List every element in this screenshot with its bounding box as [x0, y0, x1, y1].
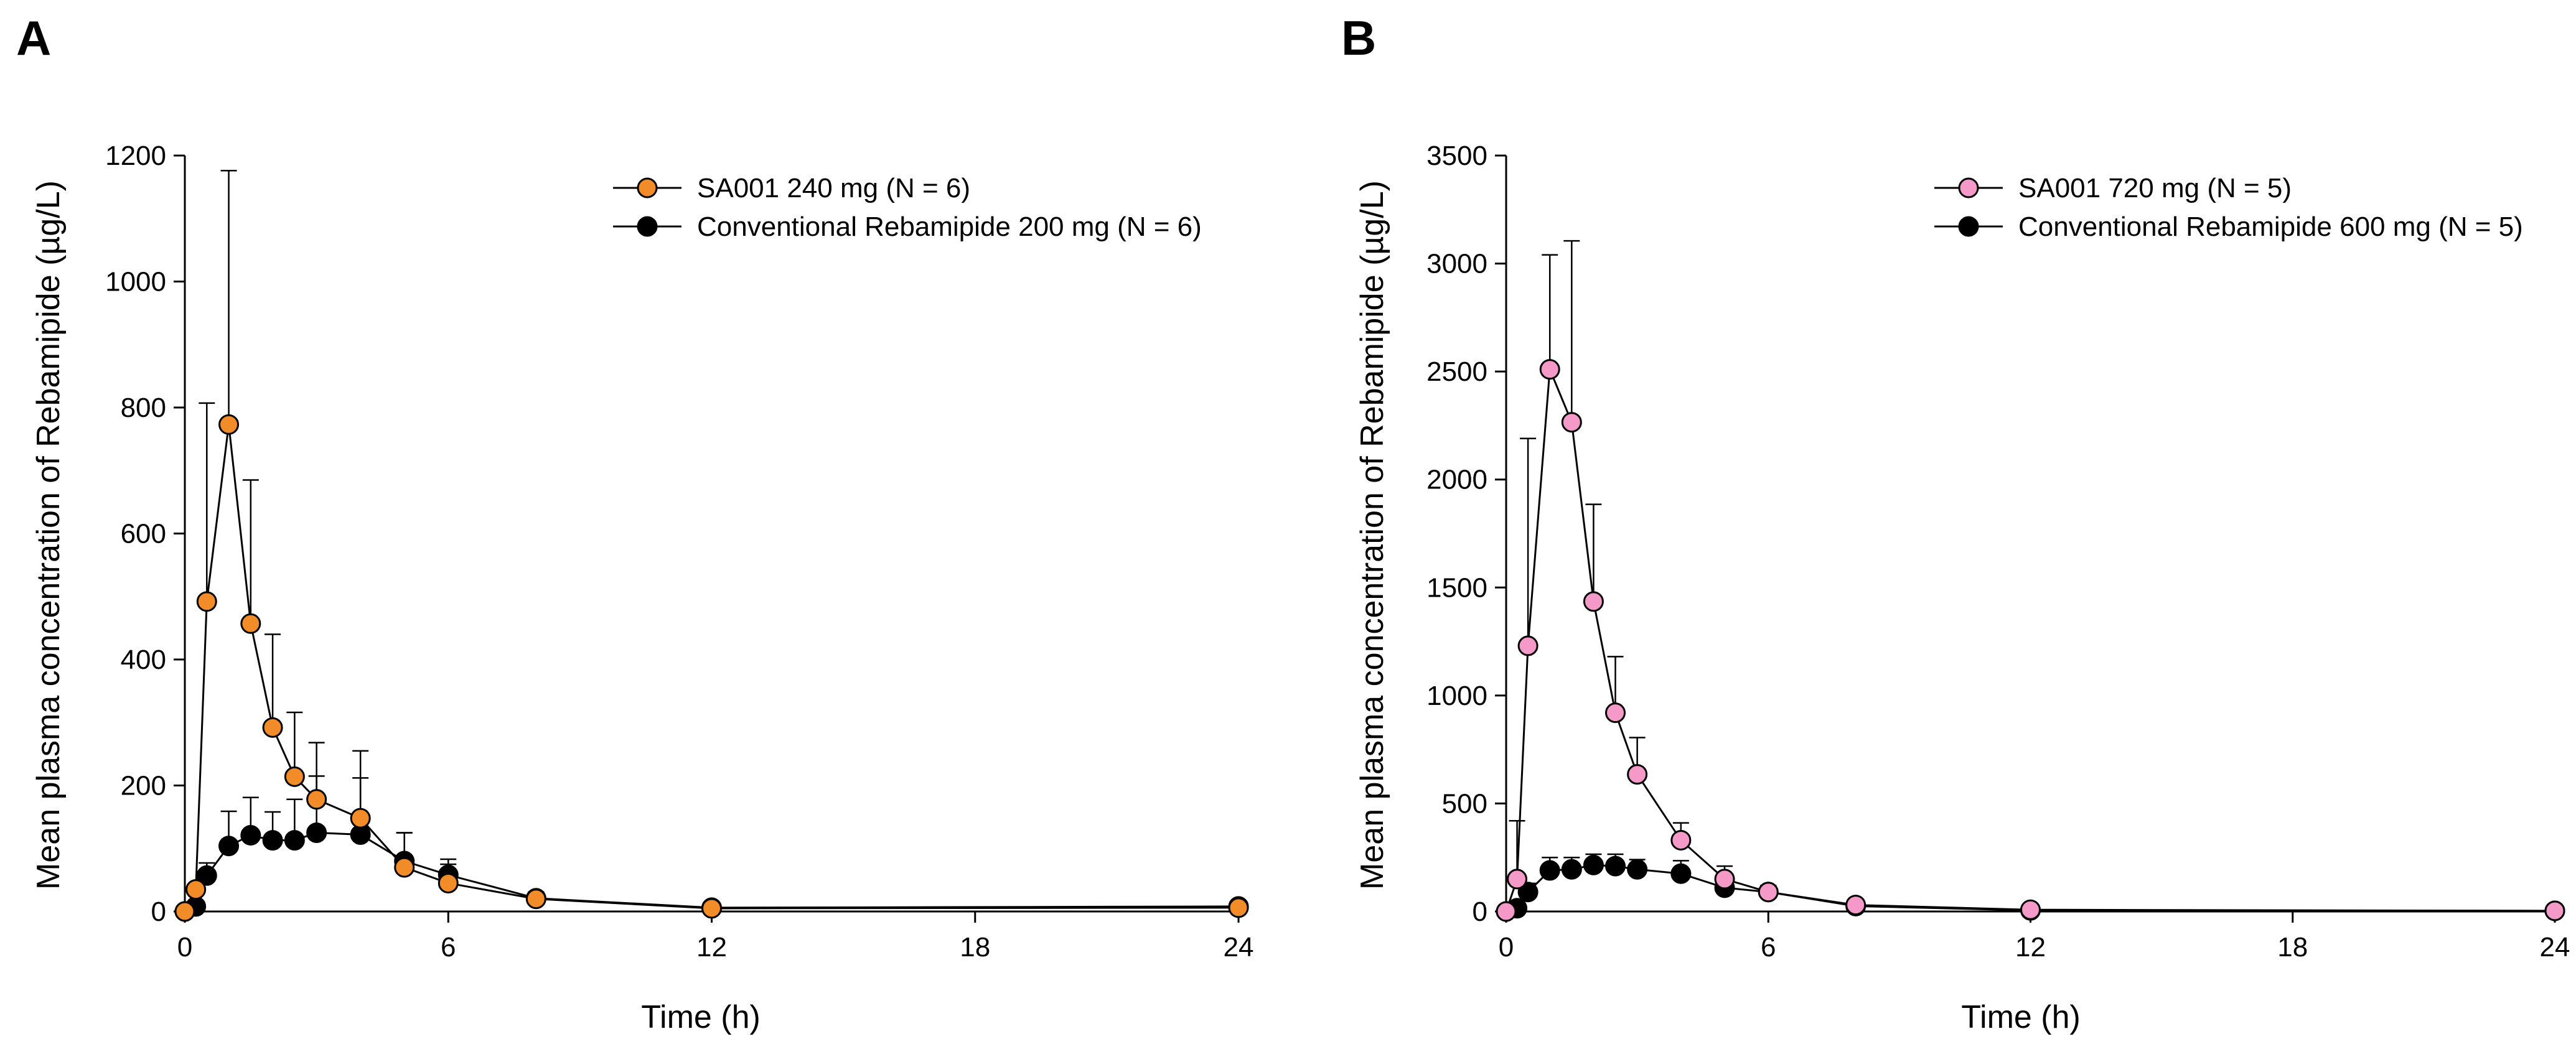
panel-b-data-point — [1758, 882, 1779, 903]
panel-a-y-tick-label: 0 — [151, 897, 166, 927]
panel-a-y-tick-label: 200 — [121, 771, 166, 801]
panel-b-letter: B — [1341, 11, 1376, 65]
panel-a-x-tick-label: 18 — [960, 932, 990, 962]
panel-b-legend-marker-sa001 — [1958, 177, 1979, 198]
panel-a-axes: 0 200 400 600 800 1000 1200 0 6 12 18 24 — [105, 141, 1253, 962]
panel-a-legend: SA001 240 mg (N = 6) Conventional Rebami… — [613, 173, 1202, 242]
panel-b-y-tick-label: 1500 — [1426, 572, 1487, 603]
panel-b-series-0 — [1496, 240, 2565, 922]
panel-a-y-tick-label: 1200 — [105, 141, 166, 171]
panel-b-x-tick-label: 24 — [2540, 932, 2570, 962]
panel-a-letter: A — [16, 11, 51, 65]
panel-b-y-tick-label: 3000 — [1426, 249, 1487, 279]
panel-b-x-tick-label: 18 — [2277, 932, 2308, 962]
panel-a-data-point — [240, 613, 261, 634]
panel-a-data-point — [350, 808, 371, 829]
panel-b-data-point — [1561, 412, 1582, 433]
panel-b-data-point — [2020, 899, 2041, 920]
panel-b-data-point — [1605, 855, 1626, 877]
panel-a-legend-label-conventional: Conventional Rebamipide 200 mg (N = 6) — [697, 212, 1202, 242]
panel-a-data-point — [284, 830, 305, 851]
panel-b-axes: 0 500 1000 1500 2000 2500 3000 3500 0 6 12 18 24 — [1426, 141, 2570, 962]
panel-b-data-point — [1583, 854, 1604, 875]
panel-a-data-point — [438, 872, 459, 893]
panel-a-legend-label-sa001: SA001 240 mg (N = 6) — [697, 173, 970, 203]
panel-b-y-tick-label: 2000 — [1426, 465, 1487, 495]
panel-b-data-point — [1507, 869, 1528, 890]
panel-a-data-point — [218, 414, 240, 435]
panel-b-data-point — [1670, 829, 1692, 851]
panel-b-data-point — [1845, 895, 1866, 916]
panel-a-data-point — [525, 888, 546, 910]
panel-b-legend-label-sa001: SA001 720 mg (N = 5) — [2018, 173, 2292, 203]
panel-a: A 0 200 400 600 800 1000 1200 0 6 12 18 24 Mean pla… — [16, 11, 1253, 1035]
panel-a-data-point — [196, 591, 217, 612]
panel-a-data-point — [240, 824, 261, 846]
panel-b-x-tick-label: 6 — [1761, 932, 1776, 962]
panel-b-y-tick-label: 0 — [1473, 897, 1487, 927]
panel-b-data-point — [1496, 901, 1517, 922]
panel-a-y-tick-label: 400 — [121, 645, 166, 675]
panel-b-data-point — [1517, 882, 1539, 903]
panel-a-y-tick-label: 800 — [121, 393, 166, 423]
panel-b-y-tick-label: 3500 — [1426, 141, 1487, 171]
panel-b-data-point — [1670, 863, 1692, 884]
panel-b-data-point — [1561, 859, 1582, 880]
panel-a-series-line — [184, 424, 1239, 912]
panel-b-x-axis-title: Time (h) — [1961, 999, 2081, 1035]
panel-b-y-tick-label: 500 — [1442, 788, 1487, 819]
panel-b-y-axis-title: Mean plasma concentration of Rebamipide … — [1354, 180, 1390, 890]
panel-a-x-tick-label: 0 — [177, 932, 192, 962]
panel-a-x-tick-label: 24 — [1224, 932, 1254, 962]
panel-a-x-axis-title: Time (h) — [641, 999, 761, 1035]
panel-a-data-point — [218, 836, 240, 857]
panel-b-y-tick-label: 2500 — [1426, 357, 1487, 387]
panel-b-data-point — [1539, 359, 1560, 380]
panel-a-data-point — [196, 865, 217, 886]
panel-b-data-point — [1627, 764, 1648, 785]
panel-a-x-tick-label: 12 — [696, 932, 727, 962]
panel-a-data-point — [262, 717, 283, 738]
panel-b-legend-marker-conventional — [1958, 216, 1979, 237]
panel-a-x-tick-label: 6 — [441, 932, 456, 962]
panel-b-data-point — [2544, 900, 2565, 921]
panel-b-y-tick-label: 1000 — [1426, 681, 1487, 711]
panel-a-legend-marker-conventional — [637, 216, 658, 237]
panel-b-data-point — [1517, 635, 1539, 656]
panel-a-data-point — [306, 789, 327, 810]
panel-a-data-point — [262, 830, 283, 851]
panel-a-data-point — [174, 901, 195, 922]
panel-a-legend-marker-sa001 — [637, 177, 658, 198]
panel-b: B 0 500 1000 1500 2000 2500 3000 3500 0 6 12 18 24 M… — [1341, 11, 2570, 1035]
panel-a-data-point — [701, 898, 722, 919]
panel-b-x-tick-label: 12 — [2015, 932, 2046, 962]
panel-a-data-point — [394, 857, 415, 878]
panel-b-data-point — [1627, 859, 1648, 880]
panel-b-data-point — [1539, 860, 1560, 881]
panel-b-legend: SA001 720 mg (N = 5) Conventional Rebami… — [1934, 173, 2523, 242]
panel-a-y-axis-title: Mean plasma concentration of Rebamipide … — [30, 180, 67, 890]
panel-a-data-point — [306, 822, 327, 843]
panel-b-data-point — [1605, 702, 1626, 724]
panel-b-x-tick-label: 0 — [1499, 932, 1514, 962]
panel-b-data-point — [1714, 869, 1735, 890]
panel-b-data-point — [1583, 591, 1604, 612]
panel-a-data-point — [1228, 897, 1249, 918]
panel-a-data-point — [185, 879, 207, 900]
panel-a-y-tick-label: 600 — [121, 519, 166, 549]
panel-a-data-point — [284, 766, 305, 787]
panel-b-series-line — [1505, 369, 2555, 912]
panel-b-legend-label-conventional: Conventional Rebamipide 600 mg (N = 5) — [2018, 212, 2523, 242]
panel-a-series-0 — [174, 170, 1249, 922]
panel-a-y-tick-label: 1000 — [105, 267, 166, 297]
